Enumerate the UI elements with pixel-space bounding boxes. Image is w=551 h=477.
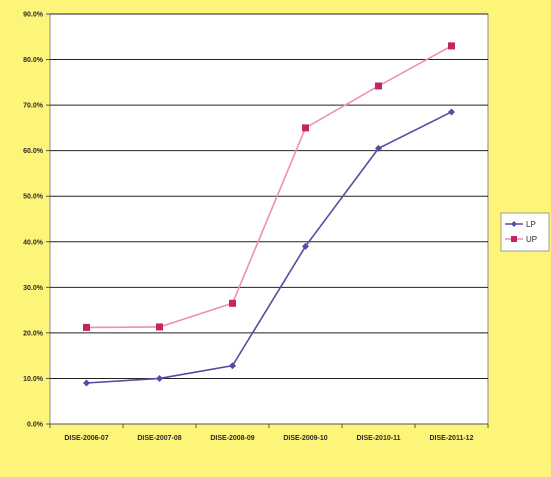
axes: 0.0% 10.0% 20.0% 30.0% 40.0% 50.0% 60.0% 70.0% 8… xyxy=(23,12,489,442)
series-lines xyxy=(83,42,455,387)
y-tick-label: 90.0% xyxy=(23,12,44,19)
data-point-lp xyxy=(156,374,163,382)
y-tick-label: 80.0% xyxy=(23,57,44,64)
legend-marker-up xyxy=(511,236,517,242)
data-point-up xyxy=(83,323,90,331)
x-tick-label: DISE-2008-09 xyxy=(210,435,254,442)
data-point-up xyxy=(448,42,455,50)
legend: LP UP xyxy=(500,212,550,252)
x-tick-label: DISE-2011-12 xyxy=(430,435,474,442)
data-point-up xyxy=(375,82,382,90)
grid-lines xyxy=(50,13,488,379)
data-point-lp xyxy=(229,362,236,370)
data-point-lp xyxy=(302,242,309,250)
y-tick-label: 20.0% xyxy=(23,330,44,337)
x-tick-label: DISE-2010-11 xyxy=(357,435,401,442)
y-tick-label: 50.0% xyxy=(23,194,44,201)
data-point-lp xyxy=(83,379,90,387)
x-tick-label: DISE-2007-08 xyxy=(137,435,181,442)
y-tick-label: 40.0% xyxy=(23,239,44,246)
y-tick-label: 70.0% xyxy=(23,103,44,110)
legend-label-lp: LP xyxy=(526,220,536,229)
legend-marker-lp xyxy=(511,221,517,227)
y-tick-label: 0.0% xyxy=(27,422,44,429)
x-tick-label: DISE-2009-10 xyxy=(283,435,327,442)
x-tick-label: DISE-2006-07 xyxy=(64,435,108,442)
legend-label-up: UP xyxy=(526,235,537,244)
series-line-lp xyxy=(86,111,452,384)
legend-box xyxy=(500,212,550,252)
y-tick-label: 60.0% xyxy=(23,148,44,155)
y-tick-label: 10.0% xyxy=(23,376,44,383)
data-point-lp xyxy=(375,144,382,152)
data-point-up xyxy=(229,299,236,307)
series-line-up xyxy=(86,45,452,329)
data-point-up xyxy=(302,124,309,132)
plot-area xyxy=(49,13,489,425)
data-point-lp xyxy=(448,108,455,116)
y-tick-label: 30.0% xyxy=(23,285,44,292)
data-point-up xyxy=(156,323,163,331)
